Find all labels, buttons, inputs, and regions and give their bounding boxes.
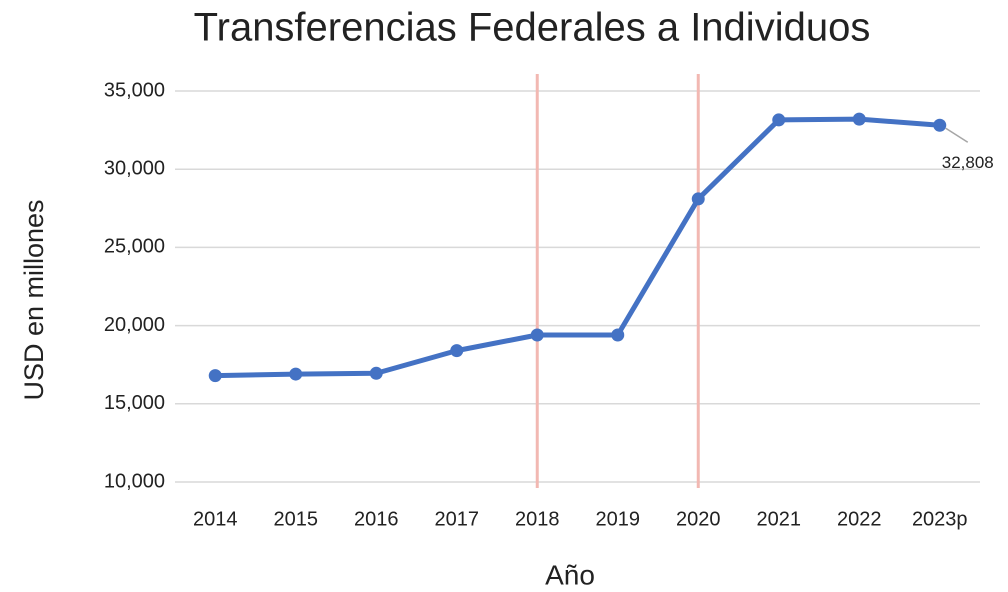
- y-tick-label: 10,000: [104, 470, 165, 492]
- data-line: [215, 116, 940, 379]
- data-point: [691, 192, 705, 206]
- data-point: [289, 367, 303, 381]
- data-point: [530, 328, 544, 342]
- x-tick-label: 2018: [515, 508, 560, 530]
- x-tick-label: 2014: [193, 508, 238, 530]
- label-leader: [945, 127, 969, 143]
- data-point: [772, 113, 786, 127]
- data-label: 32,808: [942, 153, 994, 172]
- x-axis-label: Año: [545, 559, 595, 590]
- data-point: [369, 366, 383, 380]
- x-tick-label: 2023p: [912, 508, 968, 530]
- y-tick-label: 15,000: [104, 392, 165, 414]
- x-tick-label: 2017: [435, 508, 480, 530]
- x-tick-label: 2016: [354, 508, 399, 530]
- x-tick-label: 2022: [837, 508, 882, 530]
- x-tick-label: 2020: [676, 508, 721, 530]
- y-tick-label: 25,000: [104, 236, 165, 258]
- y-tick-label: 20,000: [104, 314, 165, 336]
- y-axis-label: USD en millones: [19, 199, 49, 400]
- y-tick-label: 35,000: [104, 79, 165, 101]
- data-point: [611, 328, 625, 342]
- data-point: [450, 344, 464, 358]
- data-point: [933, 118, 947, 132]
- data-point: [852, 112, 866, 126]
- chart-title: Transferencias Federales a Individuos: [194, 6, 871, 50]
- x-tick-label: 2015: [274, 508, 319, 530]
- x-tick-label: 2021: [757, 508, 802, 530]
- y-tick-label: 30,000: [104, 157, 165, 179]
- data-point: [208, 369, 222, 383]
- x-tick-label: 2019: [596, 508, 641, 530]
